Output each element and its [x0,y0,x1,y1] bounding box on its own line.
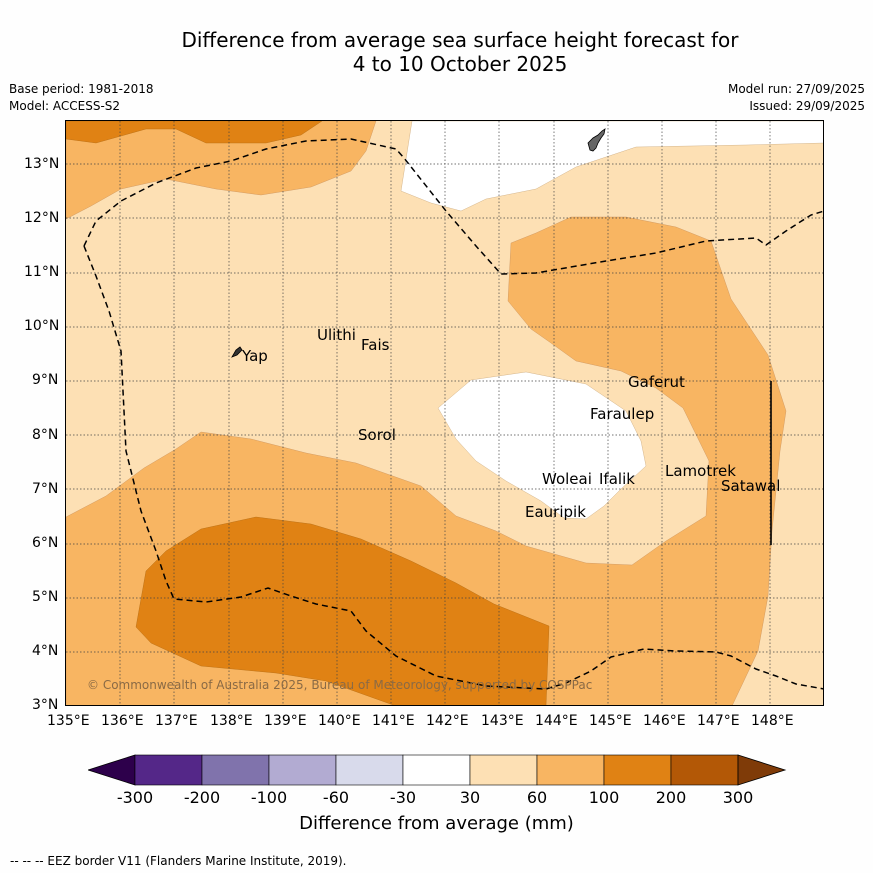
region-neutral-north [400,121,824,212]
colorbar-tick-label: -200 [183,788,221,807]
colorbar-tick-label: -30 [389,788,417,807]
graticule [66,121,824,706]
colorbar-title: Difference from average (mm) [299,813,574,834]
colorbar [86,754,788,792]
place-ifalik: Ifalik [599,470,635,488]
eez-border [83,138,824,690]
colorbar-tick-label: 60 [526,788,548,807]
lat-label: 5°N [32,589,59,605]
colorbar-cells [134,754,739,786]
colorbar-over-triangle [737,754,787,786]
colorbar-tick-label: -300 [116,788,154,807]
place-yap: Yap [242,347,268,365]
colorbar-tick-label: -60 [322,788,350,807]
lon-label: 143°E [481,713,524,729]
eez-footnote: -- -- -- EEZ border V11 (Flanders Marine… [10,854,347,868]
lon-label: 146°E [643,713,686,729]
copyright-notice: © Commonwealth of Australia 2025, Bureau… [87,678,593,692]
place-gaferut: Gaferut [628,373,685,391]
colorbar-tick-label: 30 [459,788,481,807]
colorbar-cell [603,754,672,786]
colorbar-cell [201,754,270,786]
title-line-1: Difference from average sea surface heig… [181,28,739,52]
lon-label: 138°E [210,713,253,729]
lat-label: 8°N [32,427,59,443]
map-panel: Yap Ulithi Fais Sorol Gaferut Faraulep W… [66,121,824,706]
place-eauripik: Eauripik [525,503,586,521]
lat-label: 4°N [32,643,59,659]
lat-label: 9°N [32,372,59,388]
colorbar-cell [670,754,739,786]
colorbar-cell [536,754,605,786]
place-woleai: Woleai [542,470,592,488]
chart-title: Difference from average sea surface heig… [60,28,860,76]
lon-label: 137°E [155,713,198,729]
lon-label: 145°E [589,713,632,729]
place-sorol: Sorol [358,426,396,444]
lat-label: 7°N [32,481,59,497]
region-100-200-northwest [66,121,323,144]
guam-island [587,128,606,152]
colorbar-under-triangle [86,754,136,786]
lon-label: 135°E [47,713,90,729]
colorbar-cell [268,754,337,786]
lat-label: 3°N [32,697,59,713]
colorbar-tick-label: 300 [722,788,754,807]
colorbar-cell [469,754,538,786]
issued-date: Issued: 29/09/2025 [749,99,865,113]
lon-label: 141°E [372,713,415,729]
lon-label: 136°E [101,713,144,729]
place-lamotrek: Lamotrek [665,462,736,480]
lat-label: 6°N [32,535,59,551]
map-canvas [66,121,824,706]
lon-label: 147°E [697,713,740,729]
lon-label: 140°E [318,713,361,729]
lat-label: 13°N [24,156,60,172]
region-60-100-northwest [66,121,377,220]
region-100-200-south [135,516,550,706]
lat-label: 10°N [24,318,60,334]
title-line-2: 4 to 10 October 2025 [352,52,568,76]
place-ulithi: Ulithi [317,326,356,344]
base-period: Base period: 1981-2018 [9,82,154,96]
colorbar-svg [86,754,787,786]
model-run: Model run: 27/09/2025 [727,82,865,96]
lat-label: 12°N [24,210,60,226]
colorbar-tick-label: 100 [588,788,620,807]
lon-label: 139°E [264,713,307,729]
lat-label: 11°N [24,264,60,280]
yap-island [231,346,243,358]
place-satawal: Satawal [721,477,781,495]
colorbar-cell [335,754,404,786]
colorbar-cell [402,754,471,786]
lon-label: 144°E [535,713,578,729]
model-name: Model: ACCESS-S2 [9,99,121,113]
region-neutral-center [437,371,647,520]
colorbar-tick-label: -100 [250,788,288,807]
place-fais: Fais [361,336,390,354]
lon-label: 148°E [751,713,794,729]
colorbar-tick-label: 200 [655,788,687,807]
place-faraulep: Faraulep [590,405,655,423]
lon-label: 142°E [426,713,469,729]
colorbar-cell [134,754,203,786]
